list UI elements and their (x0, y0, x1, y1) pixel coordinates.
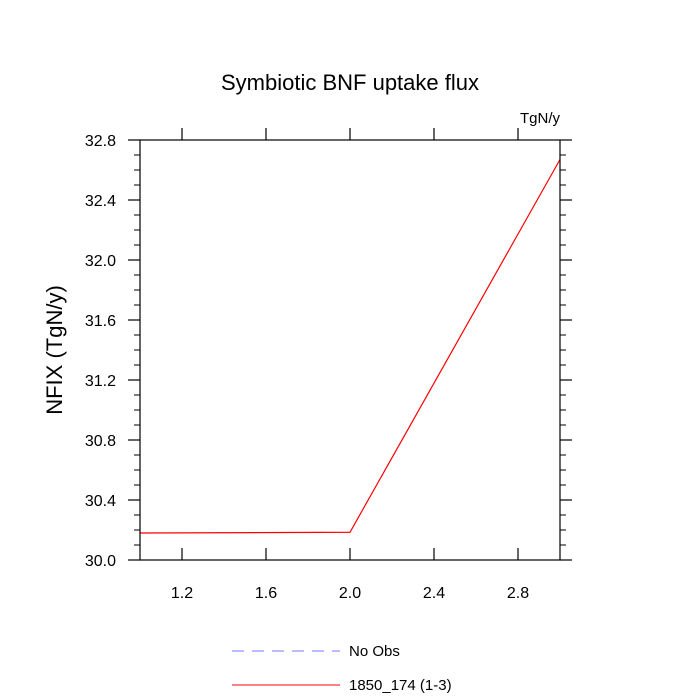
units-label: TgN/y (520, 110, 561, 127)
series-line (139, 159, 561, 534)
y-tick-label: 32.0 (85, 253, 116, 270)
tick-labels: 1.2 1.6 2.0 2.4 2.8 30.0 30.4 30.8 31.2 31.6 32.0 3… (85, 133, 529, 602)
legend-label: No Obs (349, 643, 400, 660)
y-tick-label: 31.6 (85, 313, 116, 330)
x-tick-label: 2.0 (339, 585, 361, 602)
y-tick-label: 30.0 (85, 553, 116, 570)
plot-frame (139, 139, 561, 561)
series-lines (139, 159, 561, 534)
x-tick-label: 1.2 (171, 585, 193, 602)
x-tick-label: 2.4 (423, 585, 445, 602)
x-tick-label: 2.8 (507, 585, 529, 602)
y-tick-label: 32.4 (85, 193, 116, 210)
axis-ticks (128, 128, 572, 561)
chart-title: Symbiotic BNF uptake flux (221, 70, 479, 95)
legend-label: 1850_174 (1-3) (349, 677, 452, 694)
y-tick-label: 32.8 (85, 133, 116, 150)
y-tick-label: 31.2 (85, 373, 116, 390)
legend: No Obs 1850_174 (1-3) (232, 643, 452, 694)
y-tick-label: 30.4 (85, 493, 116, 510)
x-tick-label: 1.6 (255, 585, 277, 602)
y-tick-label: 30.8 (85, 433, 116, 450)
y-axis-label: NFIX (TgN/y) (42, 285, 67, 415)
